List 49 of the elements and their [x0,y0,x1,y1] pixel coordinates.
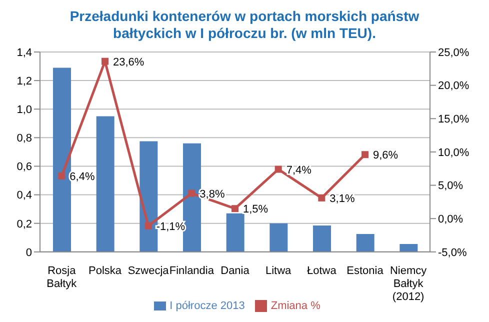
y-tick-label: 0,6 [16,161,32,174]
point [318,194,326,202]
data-label: 9,6% [373,150,398,162]
data-label: 1,5% [243,204,268,216]
point [58,172,66,180]
x-tick-label: Estonia [346,264,384,277]
point [362,151,368,158]
bar [356,234,374,252]
data-label: 7,4% [286,164,312,176]
bar [96,116,114,252]
x-tick-label: Finlandia [169,264,215,277]
bar [140,141,158,252]
point [232,205,238,212]
y-tick-label: 0,8 [16,132,32,145]
point [144,222,152,230]
data-label: 3,1% [330,192,355,205]
y-tick-label: 0,4 [16,190,32,202]
point [188,190,196,197]
y2-tick-label: -5,0% [438,246,467,259]
x-tick-label: Polska [88,264,122,277]
x-tick-label: Dania [220,264,250,277]
y2-tick-label: 5,0% [438,180,464,192]
bar [400,244,418,252]
y2-tick-label: 20,0% [438,80,470,92]
x-tick-label: Szwecja [128,264,170,277]
y2-tick-label: 25,0% [438,46,470,59]
bar [226,213,244,252]
bar [53,68,71,252]
y2-tick-label: 15,0% [438,114,470,126]
point [274,166,282,173]
point [102,58,108,65]
bar [270,223,288,252]
y-tick-label: 1,4 [16,46,32,59]
x-tick-label: Łotwa [306,264,338,277]
legend-label: I półrocze 2013 [170,300,245,312]
y-tick-label: 1,2 [16,75,32,88]
y-tick-label: 0 [26,246,32,259]
bar [313,225,331,252]
x-tick-label: Rosja Bałtyk [46,264,78,290]
y-tick-label: 1,0 [16,104,32,116]
legend-label: Zmiana % [270,300,320,312]
x-tick-label: Litwa [265,264,292,277]
data-label: 23,6% [113,56,144,68]
y2-tick-label: 0,0% [438,213,464,226]
chart-title: Przeładunki kontenerów w portach morskich państw bałtyckich w I półroczu br. (w mln TEU). [68,8,420,42]
x-tick-label: Niemcy Bałtyk (2012) [390,264,428,303]
bar [183,143,201,252]
y2-tick-label: 10,0% [438,146,470,159]
y-tick-label: 0,2 [16,218,32,230]
